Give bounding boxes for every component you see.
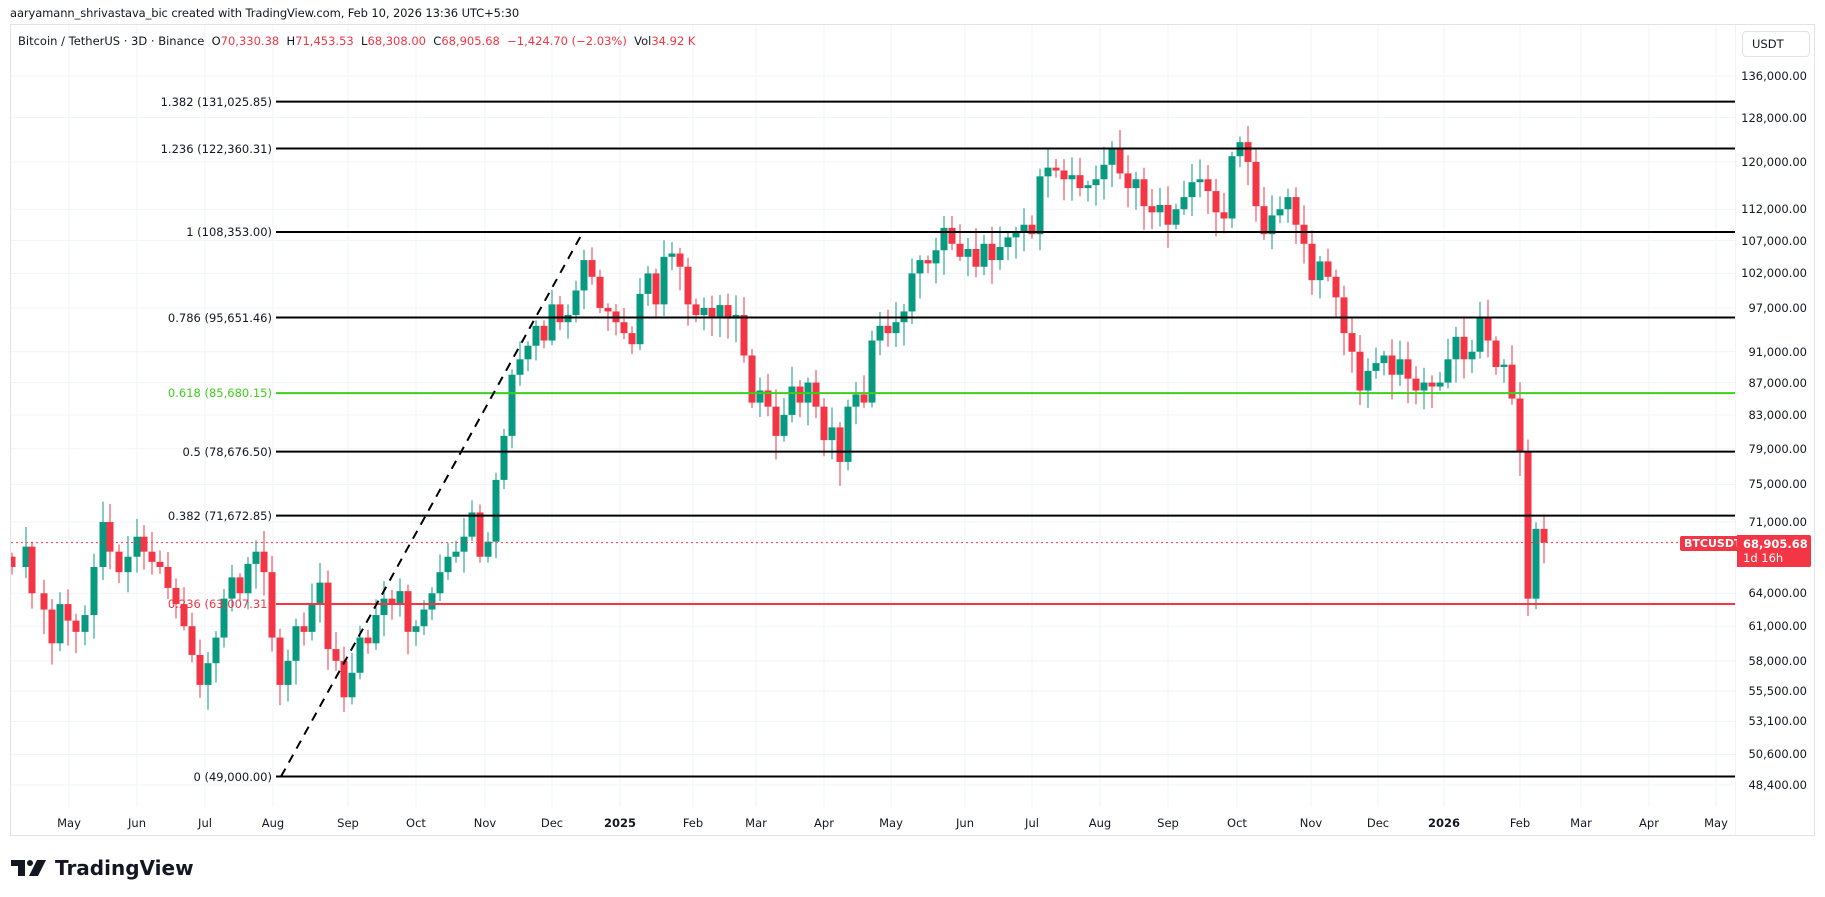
price-tick: 48,400.00 xyxy=(1748,778,1807,792)
time-tick: Aug xyxy=(261,816,285,830)
time-tick: Mar xyxy=(745,816,767,830)
time-tick: Feb xyxy=(1509,816,1531,830)
time-tick: May xyxy=(1704,816,1728,830)
last-price: 68,905.68 xyxy=(1743,537,1808,551)
time-tick: Dec xyxy=(540,816,564,830)
price-tick: 102,000.00 xyxy=(1741,266,1807,281)
symbol-legend: Bitcoin / TetherUS · 3D · Binance O70,33… xyxy=(18,34,695,48)
time-tick: Apr xyxy=(814,816,834,830)
price-tick: 61,000.00 xyxy=(1748,619,1807,634)
time-tick: Nov xyxy=(1299,816,1323,830)
currency-button[interactable]: USDT xyxy=(1742,31,1810,57)
time-tick: Aug xyxy=(1088,816,1112,830)
time-tick: Apr xyxy=(1639,816,1659,830)
fib-label-0-382: 0.382 (71,672.85) xyxy=(167,508,272,523)
last-price-badge: 68,905.68 1d 16h xyxy=(1737,535,1811,567)
price-tick: 50,600.00 xyxy=(1748,747,1807,762)
volume-value: 34.92 K xyxy=(651,34,696,48)
time-tick: Jun xyxy=(956,816,974,830)
time-tick: 2025 xyxy=(603,816,637,830)
open-value: 70,330.38 xyxy=(220,34,280,48)
price-tick: 112,000.00 xyxy=(1741,202,1807,217)
time-tick: Jul xyxy=(198,816,212,830)
price-tick: 55,500.00 xyxy=(1748,684,1807,699)
low-label: L xyxy=(361,34,368,48)
price-tick: 91,000.00 xyxy=(1748,344,1807,359)
price-tick: 75,000.00 xyxy=(1748,477,1807,492)
fib-label-0-236: 0.236 (63,007.31) xyxy=(167,597,272,611)
high-value: 71,453.53 xyxy=(295,34,354,48)
low-value: 68,308.00 xyxy=(367,34,426,48)
price-tick: 79,000.00 xyxy=(1748,441,1807,456)
close-label: C xyxy=(433,34,442,48)
price-tick: 64,000.00 xyxy=(1748,586,1807,601)
high-label: H xyxy=(286,34,296,48)
attribution-text: aaryamann_shrivastava_bic created with T… xyxy=(10,6,520,20)
fib-label-1: 1 (108,353.00) xyxy=(186,224,272,239)
time-tick: Dec xyxy=(1366,816,1390,830)
time-tick: May xyxy=(879,816,903,830)
chart-frame xyxy=(10,24,1815,836)
close-value: 68,905.68 xyxy=(441,34,500,48)
price-axis-separator xyxy=(1735,25,1736,835)
price-tick: 53,100.00 xyxy=(1748,714,1807,729)
price-tick: 97,000.00 xyxy=(1748,300,1807,315)
time-tick: Oct xyxy=(406,816,426,830)
price-tick: 58,000.00 xyxy=(1748,653,1807,668)
logo-text: TradingView xyxy=(55,856,194,880)
fib-label-0: 0 (49,000.00) xyxy=(193,769,272,784)
tradingview-logo[interactable]: TradingView xyxy=(11,856,194,880)
symbol-name[interactable]: Bitcoin / TetherUS · 3D · Binance xyxy=(18,34,205,48)
time-tick: Oct xyxy=(1227,816,1247,830)
time-tick: Jun xyxy=(128,816,146,830)
price-tick: 120,000.00 xyxy=(1741,154,1807,169)
open-label: O xyxy=(211,34,221,48)
fib-label-0-786: 0.786 (95,651.46) xyxy=(167,310,272,325)
fib-label-0-5: 0.5 (78,676.50) xyxy=(182,444,272,459)
fib-label-1-236: 1.236 (122,360.31) xyxy=(160,141,272,156)
fib-label-0-618: 0.618 (85,680.15) xyxy=(167,386,272,401)
volume-label: Vol xyxy=(634,34,652,48)
time-tick: Sep xyxy=(337,816,359,830)
time-tick: Mar xyxy=(1570,816,1592,830)
price-tick: 87,000.00 xyxy=(1748,375,1807,390)
bar-countdown: 1d 16h xyxy=(1743,551,1784,565)
price-tick: 128,000.00 xyxy=(1741,110,1807,125)
time-tick: Sep xyxy=(1157,816,1179,830)
price-tick: 71,000.00 xyxy=(1748,515,1807,530)
time-tick: Jul xyxy=(1025,816,1039,830)
symbol-badge: BTCUSDT xyxy=(1680,536,1746,551)
fib-label-1-382: 1.382 (131,025.85) xyxy=(160,94,272,109)
tradingview-logo-icon xyxy=(11,860,46,876)
candlestick-chart[interactable] xyxy=(11,25,1735,807)
price-tick: 83,000.00 xyxy=(1748,407,1807,422)
change-value: −1,424.70 (−2.03%) xyxy=(507,34,627,48)
time-tick: 2026 xyxy=(1427,816,1461,830)
price-tick: 136,000.00 xyxy=(1741,69,1807,83)
time-tick: May xyxy=(57,816,81,830)
price-tick: 107,000.00 xyxy=(1741,233,1807,248)
time-tick: Feb xyxy=(682,816,704,830)
time-tick: Nov xyxy=(473,816,497,830)
